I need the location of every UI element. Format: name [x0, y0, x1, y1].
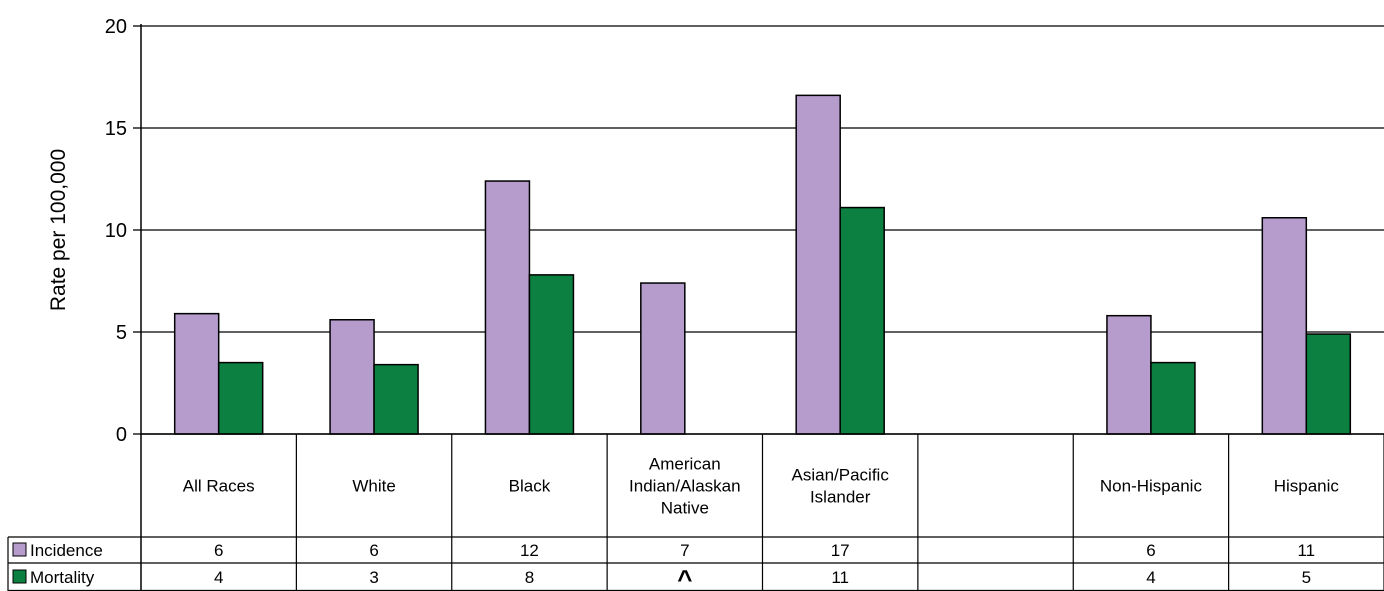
table-cell-value: 17	[831, 541, 850, 560]
bar-mortality	[839, 206, 885, 435]
y-tick-label: 15	[105, 118, 127, 140]
bar-incidence	[484, 180, 531, 435]
table-cell-value: 6	[214, 541, 223, 560]
legend-swatch-mortality	[12, 569, 27, 584]
table-cell-value: 4	[1146, 568, 1155, 587]
x-category-label: Asian/Pacific Islander	[792, 466, 890, 507]
x-category-label: All Races	[183, 477, 255, 496]
bar-incidence	[1261, 217, 1308, 435]
y-tick-label: 5	[116, 322, 127, 344]
table-cell-value: ^	[677, 564, 692, 591]
y-tick-label: 10	[105, 220, 127, 242]
legend-label-mortality: Mortality	[30, 568, 95, 587]
bar-incidence	[1106, 314, 1152, 435]
table-cell-value: 4	[214, 568, 223, 587]
bar-incidence	[173, 312, 220, 435]
x-category-label: Hispanic	[1274, 477, 1340, 496]
table-cell-value: 12	[520, 541, 539, 560]
table-cell-value: 6	[1146, 541, 1155, 560]
x-category-label: American Indian/Alaskan Native	[629, 455, 741, 518]
table-cell-value: 3	[369, 568, 378, 587]
table-cell-value: 11	[831, 568, 849, 587]
bar-incidence	[640, 282, 686, 435]
bar-mortality	[1305, 333, 1352, 435]
table-cell-value: 7	[680, 541, 689, 560]
legend-swatch-incidence	[12, 542, 27, 557]
bar-incidence	[795, 94, 841, 435]
bar-mortality	[373, 363, 419, 435]
x-category-label: Non-Hispanic	[1100, 477, 1203, 496]
bar-mortality	[217, 361, 264, 435]
bar-incidence	[329, 319, 375, 435]
bar-mortality	[528, 274, 575, 435]
y-tick-label: 0	[116, 424, 127, 446]
x-category-label: Black	[509, 477, 551, 496]
table-cell-value: 8	[525, 568, 534, 587]
table-cell-value: 11	[1297, 541, 1315, 560]
table-cell-value: 6	[369, 541, 378, 560]
y-axis-label: Rate per 100,000	[47, 149, 70, 311]
bar-mortality	[1150, 361, 1196, 435]
legend-label-incidence: Incidence	[30, 541, 103, 560]
table-cell-value: 5	[1302, 568, 1311, 587]
x-category-label: White	[352, 477, 395, 496]
y-tick-label: 20	[105, 16, 127, 38]
